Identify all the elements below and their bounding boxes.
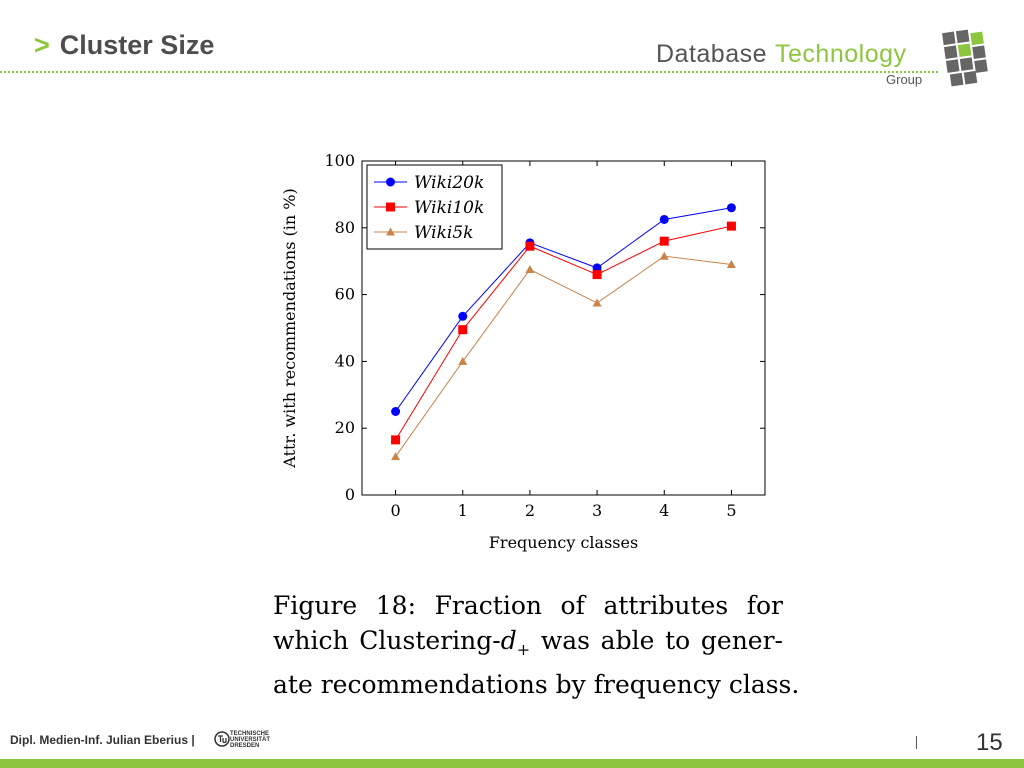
y-tick-label: 80 <box>335 218 355 237</box>
legend-label-wiki5k: Wiki5k <box>414 223 473 243</box>
data-point-wiki20k <box>659 214 669 224</box>
footer-bar <box>0 759 1024 768</box>
data-point-wiki5k <box>458 356 468 365</box>
tu-dresden-text: TECHNISCHE UNIVERSITÄT DRESDEN <box>230 731 270 749</box>
footer-separator <box>916 736 917 749</box>
y-tick-label: 100 <box>324 151 355 170</box>
brand-database: Database <box>656 40 768 68</box>
footer-author: Dipl. Medien-Inf. Julian Eberius | <box>10 733 195 747</box>
caption-line-2b: was able to gener- <box>530 626 783 655</box>
x-tick-label: 4 <box>659 501 669 520</box>
db-group-logo <box>942 29 988 87</box>
legend-marker-wiki20k <box>386 177 395 187</box>
plot-frame <box>361 160 766 496</box>
x-tick-label: 3 <box>592 501 602 520</box>
y-tick-label: 20 <box>335 418 355 437</box>
data-point-wiki10k <box>525 241 535 251</box>
header-divider <box>0 71 938 73</box>
figure-caption: Figure 18: Fraction of attributes for wh… <box>273 588 800 702</box>
brand-technology: Technology <box>775 40 907 68</box>
tu-text-line-2: UNIVERSITÄT <box>230 737 271 743</box>
data-point-wiki5k <box>391 452 401 461</box>
tu-text-line-1: TECHNISCHE <box>230 731 270 737</box>
series-line-wiki5k <box>395 255 732 457</box>
series-line-wiki10k <box>395 225 732 441</box>
data-point-wiki5k <box>592 298 602 307</box>
caption-line-3: ate recommendations by frequency class. <box>273 670 800 699</box>
data-point-wiki10k <box>659 236 669 246</box>
data-point-wiki10k <box>458 325 468 335</box>
page-number: 15 <box>976 729 1003 756</box>
x-axis-label: Frequency classes <box>489 533 638 552</box>
y-tick-label: 40 <box>335 351 355 370</box>
data-point-wiki10k <box>592 270 602 280</box>
legend-label-wiki20k: Wiki20k <box>414 173 484 193</box>
x-tick-label: 5 <box>726 501 736 520</box>
legend-label-wiki10k: Wiki10k <box>414 198 484 218</box>
data-point-wiki20k <box>391 407 401 416</box>
data-point-wiki20k <box>726 203 736 213</box>
series-line-wiki20k <box>395 207 732 412</box>
brand-group: Group <box>886 72 923 87</box>
x-tick-label: 2 <box>525 501 535 520</box>
title-chevron: > <box>34 30 50 60</box>
x-tick-label: 0 <box>390 501 400 520</box>
title-text: Cluster Size <box>59 30 215 60</box>
y-axis-label: Attr. with recommendations (in %) <box>280 188 299 468</box>
caption-subscript: + <box>516 640 531 659</box>
line-chart: 0 1 2 3 4 5 0 20 40 60 80 100 Frequency classes Attr.… <box>280 151 766 552</box>
x-tick-label: 1 <box>458 501 468 520</box>
data-point-wiki20k <box>458 311 468 321</box>
caption-variable: d <box>500 626 517 655</box>
data-point-wiki5k <box>659 251 669 260</box>
tu-dresden-logo <box>214 731 230 747</box>
y-tick-label: 0 <box>345 485 355 504</box>
legend-marker-wiki10k <box>386 202 395 212</box>
caption-line-1: Figure 18: Fraction of attributes for <box>273 591 783 620</box>
slide-title: > Cluster Size <box>34 30 214 61</box>
y-tick-label: 60 <box>335 285 355 304</box>
data-point-wiki5k <box>726 260 736 269</box>
tu-text-line-3: DRESDEN <box>230 743 260 749</box>
caption-line-2a: which Clustering- <box>273 626 501 655</box>
brand-name: Database Technology <box>656 40 907 69</box>
data-point-wiki5k <box>525 265 535 274</box>
caption-line-2: which Clustering-d+ was able to gener- <box>273 623 783 667</box>
data-point-wiki10k <box>391 435 401 445</box>
legend-marker-wiki5k <box>386 227 395 236</box>
data-point-wiki10k <box>726 221 736 231</box>
